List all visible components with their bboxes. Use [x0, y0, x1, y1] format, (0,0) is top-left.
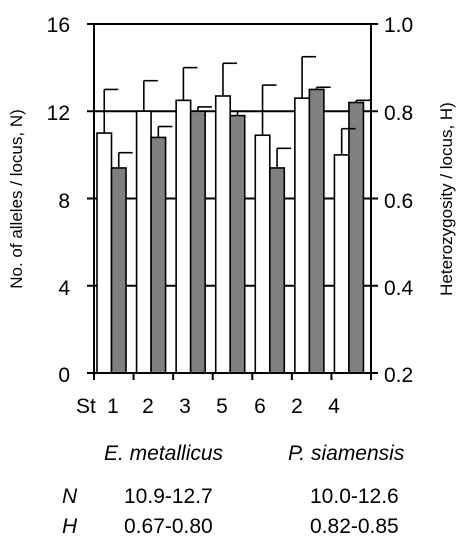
y2-tick-label: 1.0	[384, 14, 413, 37]
y-tick-label: 16	[47, 14, 70, 37]
x-tick-label: 2	[142, 395, 154, 418]
y-tick-label: 8	[58, 190, 70, 213]
species-label-e-metallicus: E. metallicus	[104, 442, 224, 465]
bar	[268, 167, 286, 374]
bar	[333, 154, 350, 374]
x-tick-label: 5	[216, 395, 228, 418]
h-range-e-metallicus: 0.67-0.80	[124, 515, 213, 538]
species-label-p-siamensis: P. siamensis	[288, 442, 405, 465]
n-range-p-siamensis: 10.0-12.6	[310, 485, 399, 508]
x-tick-label: 1	[107, 395, 119, 418]
axes	[87, 23, 378, 380]
bar	[229, 114, 246, 374]
bar	[348, 101, 365, 374]
x-axis-prefix: St	[76, 395, 96, 418]
bar	[175, 99, 192, 374]
x-tick-label: 6	[254, 395, 266, 418]
y2-tick-label: 0.8	[384, 102, 413, 125]
bars	[96, 88, 365, 374]
bar	[150, 136, 167, 374]
x-tick-label: 3	[179, 395, 191, 418]
y-tick-label: 4	[58, 277, 70, 300]
bar	[308, 88, 325, 374]
x-tick-label: 2	[291, 395, 303, 418]
error-bars	[103, 55, 371, 168]
bar	[110, 167, 127, 374]
h-range-p-siamensis: 0.82-0.85	[310, 515, 399, 538]
y2-tick-label: 0.6	[384, 190, 413, 213]
y2-tick-label: 0.2	[384, 364, 413, 387]
row-label-h: H	[62, 515, 78, 538]
y-tick-label: 12	[47, 102, 70, 125]
x-tick-label: 4	[328, 395, 340, 418]
bar	[96, 132, 113, 374]
row-label-n: N	[62, 485, 78, 508]
y-axis-title: No. of alleles / locus, N)	[7, 109, 26, 289]
bar	[294, 97, 311, 374]
y2-tick-label: 0.4	[384, 277, 414, 300]
bar	[254, 134, 271, 374]
n-range-e-metallicus: 10.9-12.7	[124, 485, 213, 508]
bar	[189, 110, 206, 374]
bar	[135, 110, 152, 374]
chart: 0 4 8 12 16 0.2 0.4 0.6 0.8 1.0 St 1 2 3…	[7, 14, 456, 418]
y2-axis-title: Heterozygosity / locus, H)	[437, 102, 456, 296]
bar	[214, 95, 232, 374]
y-tick-label: 0	[58, 364, 70, 387]
